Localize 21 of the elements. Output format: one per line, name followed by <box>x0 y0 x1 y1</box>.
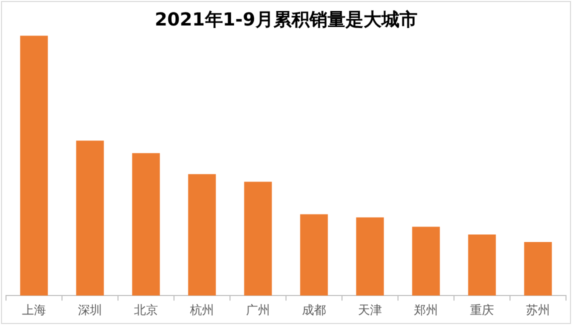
x-tick-label: 苏州 <box>526 302 550 317</box>
x-tick-label: 重庆 <box>470 302 494 317</box>
bar <box>132 153 160 296</box>
x-tick-label: 北京 <box>134 302 158 317</box>
bar <box>188 174 216 296</box>
x-tick-label: 郑州 <box>414 302 438 317</box>
x-tick-label: 成都 <box>302 302 326 317</box>
bar <box>356 217 384 296</box>
bar <box>468 234 496 296</box>
x-tick-label: 深圳 <box>78 302 102 317</box>
x-tick-label: 天津 <box>358 302 382 317</box>
x-tick-label: 杭州 <box>189 302 214 317</box>
bar <box>244 182 272 296</box>
x-tick-label: 上海 <box>22 302 46 317</box>
chart-title: 2021年1-9月累积销量是大城市 <box>154 9 418 30</box>
bar <box>524 242 552 296</box>
bar <box>76 140 104 296</box>
bar <box>300 214 328 296</box>
bar <box>412 226 440 296</box>
x-tick-label: 广州 <box>246 302 270 317</box>
bar <box>20 36 48 296</box>
